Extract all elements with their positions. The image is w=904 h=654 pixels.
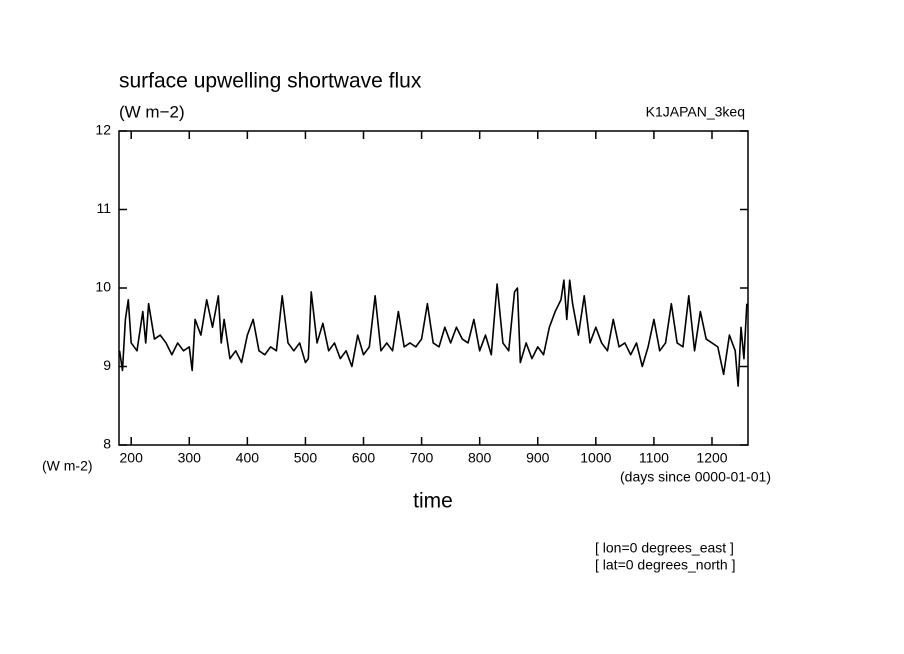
y-tick-label: 11 <box>96 200 111 216</box>
x-tick-label: 1100 <box>639 450 669 466</box>
y-tick-label: 9 <box>103 357 111 373</box>
y-tick-label: 12 <box>95 122 111 138</box>
plot-frame <box>118 130 749 446</box>
x-tick-label: 300 <box>178 450 202 466</box>
x-tick-label: 800 <box>468 450 492 466</box>
x-tick-label: 1000 <box>580 450 611 466</box>
subtitle: (W m−2) <box>119 102 185 121</box>
x-tick-label: 400 <box>236 450 260 466</box>
x-units: (days since 0000-01-01) <box>620 469 771 485</box>
x-axis-label: time <box>413 490 453 513</box>
x-tick-label: 900 <box>526 450 550 466</box>
source: K1JAPAN_3keq <box>646 104 745 120</box>
x-tick-label: 600 <box>352 450 376 466</box>
x-tick-label: 1200 <box>696 450 727 466</box>
data-line <box>118 279 748 387</box>
annotation: [ lat=0 degrees_north ] <box>595 557 736 573</box>
y-tick-label: 10 <box>95 279 111 295</box>
annotation: [ lon=0 degrees_east ] <box>595 540 734 556</box>
y-axis-label: (W m-2) <box>42 458 93 474</box>
y-tick-label: 8 <box>103 436 111 452</box>
x-tick-label: 500 <box>294 450 318 466</box>
x-tick-label: 700 <box>410 450 434 466</box>
x-tick-label: 200 <box>120 450 144 466</box>
chart-title: surface upwelling shortwave flux <box>119 70 422 93</box>
